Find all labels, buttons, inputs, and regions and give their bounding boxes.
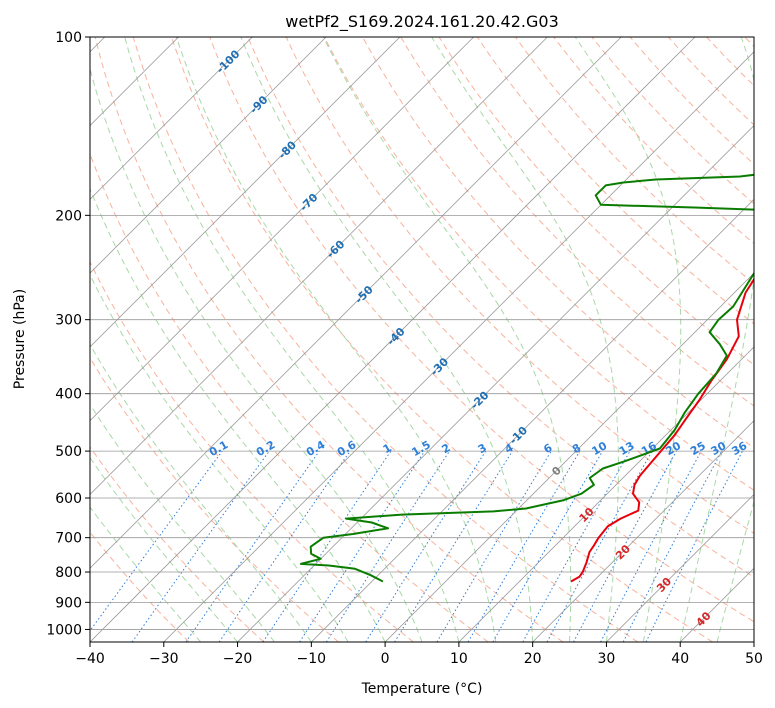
y-tick-label: 200 (55, 208, 82, 224)
isotherm-line (90, 37, 474, 422)
isotherm-line (532, 420, 754, 642)
x-tick-label: 40 (671, 651, 689, 667)
isotherm-line (90, 37, 696, 642)
dry-adiabat (515, 37, 754, 285)
isotherm-line (458, 346, 754, 642)
mixing-ratio-line (467, 450, 581, 642)
y-axis-label: Pressure (hPa) (12, 289, 28, 389)
isobars (90, 37, 754, 630)
mixing-ratio-line (90, 450, 223, 632)
isotherm-line (90, 37, 327, 274)
mixing-ratio-lines (90, 450, 743, 642)
isotherm-line (237, 124, 754, 642)
y-tick-label: 800 (55, 565, 82, 581)
moist-adiabat (90, 506, 202, 642)
mixing-ratio-line (365, 450, 487, 642)
moist-adiabat (90, 187, 386, 642)
mixing-ratio-line (492, 450, 604, 642)
dry-adiabat (629, 37, 754, 165)
isotherm-line (90, 37, 401, 348)
isotherm-line (90, 37, 622, 569)
isotherm-line (606, 493, 754, 642)
dry-adiabat (323, 37, 754, 491)
mixing-ratio-line (185, 450, 320, 642)
y-tick-label: 900 (55, 595, 82, 611)
dry-adiabat (132, 37, 639, 642)
dry-adiabat (400, 37, 754, 407)
isotherm-line (311, 198, 754, 642)
mixing-ratio-line (218, 450, 351, 642)
x-tick-label: −10 (297, 651, 327, 667)
moist-adiabat (90, 66, 423, 642)
isotherm-line (384, 272, 754, 642)
moist-adiabat (679, 37, 754, 642)
mixing-ratio-line (522, 450, 631, 642)
moist-adiabat (124, 37, 460, 642)
x-tick-label: 0 (381, 651, 390, 667)
mixing-ratio-line (131, 450, 270, 642)
dry-adiabat (90, 260, 414, 642)
x-tick-label: −20 (223, 651, 253, 667)
y-tick-label: 400 (55, 387, 82, 403)
dry-adiabat (247, 37, 754, 578)
mixing-ratio-line (436, 450, 552, 642)
moist-adiabat (716, 499, 754, 642)
x-tick-label: 30 (598, 651, 616, 667)
moist-adiabat (175, 37, 497, 642)
x-tick-label: 50 (745, 651, 763, 667)
isotherms (90, 37, 754, 642)
mixing-ratio-line (394, 450, 513, 642)
dry-adiabat (94, 37, 564, 642)
y-axis: 1000 900 800 700 600 500 400 300 200 100 (46, 30, 90, 638)
plot-area: -100-90-80-70-60-50-40-30-20-10010203040… (90, 37, 754, 642)
dry-adiabat (438, 37, 754, 366)
y-tick-label: 300 (55, 313, 82, 329)
y-tick-label: 700 (55, 531, 82, 547)
plot-frame (89, 36, 755, 643)
moist-adiabat (240, 37, 534, 642)
x-tick-label: 20 (524, 651, 542, 667)
mixing-ratio-line (573, 450, 677, 642)
isotherm-line (90, 37, 548, 496)
dewpoint-profile-line (299, 173, 754, 583)
y-tick-label: 600 (55, 491, 82, 507)
moist-adiabat (431, 37, 619, 642)
dry-adiabat (553, 37, 754, 245)
dry-adiabat (90, 446, 265, 642)
y-tick-label: 100 (55, 30, 82, 46)
x-axis-label: Temperature (°C) (361, 681, 483, 697)
x-axis: −40 −30 −20 −10 0 10 20 30 40 50 (75, 642, 763, 667)
chart-title: wetPf2_S169.2024.161.20.42.G03 (285, 12, 559, 32)
moist-adiabat (90, 343, 312, 642)
y-tick-label: 500 (55, 444, 82, 460)
x-tick-label: 10 (450, 651, 468, 667)
x-tick-label: −40 (75, 651, 105, 667)
moist-adiabats (90, 37, 754, 642)
mixing-ratio-line (325, 450, 450, 642)
moist-adiabat (574, 37, 682, 642)
y-tick-label: 1000 (46, 622, 82, 638)
moist-adiabat (322, 37, 572, 642)
temperature-profile-line (570, 277, 754, 583)
moist-adiabat (90, 273, 349, 642)
dry-adiabat (209, 37, 754, 623)
x-tick-label: −30 (149, 651, 179, 667)
isotherm-line (90, 37, 253, 200)
isotherm-line (163, 51, 754, 642)
sounding-series (299, 173, 754, 583)
